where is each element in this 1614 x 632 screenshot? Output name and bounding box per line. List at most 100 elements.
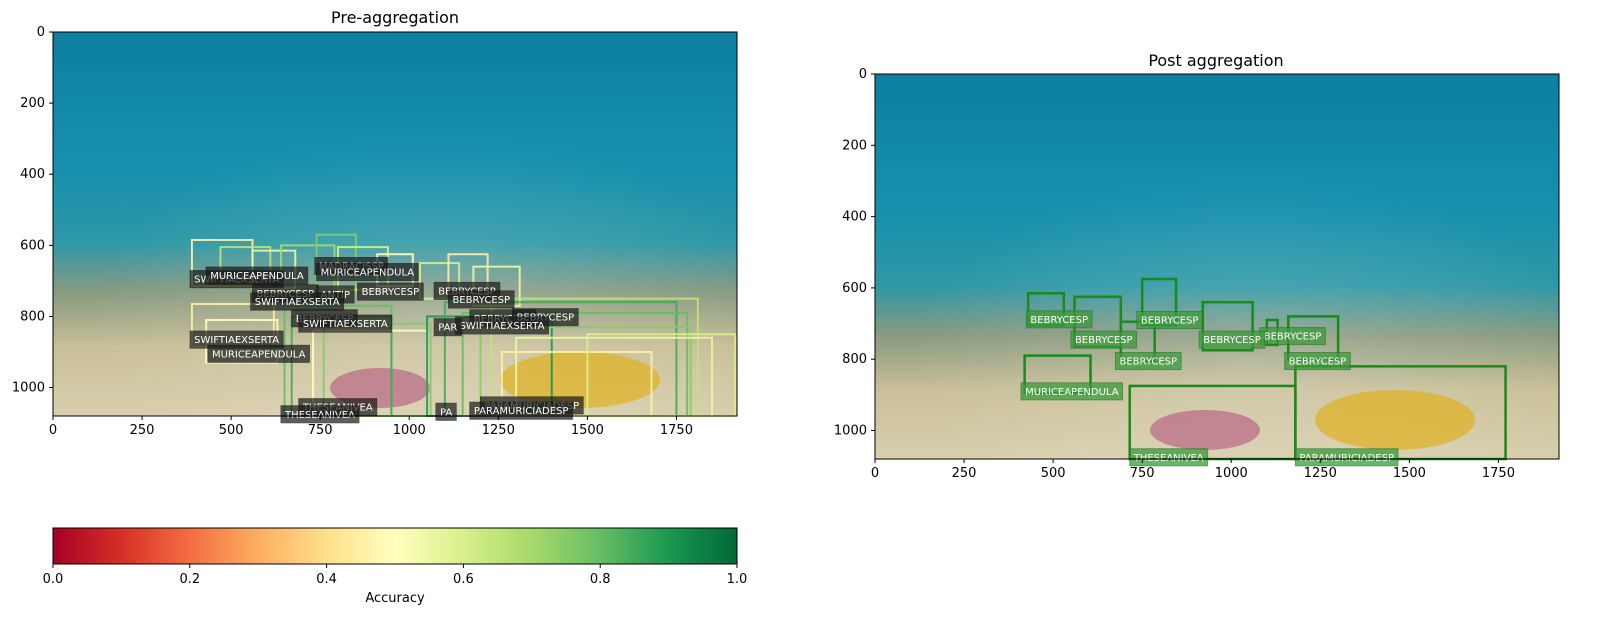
pre-aggregation-axes-frame (52, 31, 738, 417)
pre-aggregation-panel: Pre-aggregation SWIFTIAEXSERTA MURICEAPEN… (12, 8, 738, 438)
box-label: MURICEAPENDULA (207, 344, 310, 363)
post-aggregation-x-ticks: 0 250 500 750 1000 1250 1500 1750 (871, 459, 1515, 481)
x-tick-label: 750 (1130, 466, 1155, 481)
box-label-text: THESEANIVEA (1133, 453, 1204, 464)
x-tick-label: 250 (130, 423, 155, 438)
box-label: BEBRYCESP (1259, 327, 1326, 346)
colorbar-tick-label: 0.4 (316, 572, 337, 587)
y-tick-label: 400 (842, 210, 867, 225)
box-label-background (1136, 311, 1203, 330)
box-label: BEBRYCESP (1025, 310, 1093, 329)
x-tick-label: 1500 (571, 423, 604, 438)
box-label-text: PA (440, 407, 452, 418)
colorbar-tick-label: 0.8 (590, 572, 611, 587)
post-aggregation-panel: Post aggregation BEBRYCESP BEBRYCESPBEBRY… (834, 51, 1560, 481)
box-label: MURICEAPENDULA (316, 263, 419, 282)
box-label-text: MURICEAPENDULA (212, 349, 306, 360)
box-label: MURICEAPENDULA (205, 266, 309, 285)
y-tick: 200 (842, 138, 875, 153)
box-label-text: BEBRYCESP (1030, 315, 1088, 326)
x-tick-label: 1000 (393, 423, 426, 438)
colorbar-tick-label: 0.6 (453, 572, 474, 587)
box-label: PA (435, 402, 457, 421)
box-label-text: SWIFTIAEXSERTA (303, 319, 388, 330)
box-label-text: BEBRYCESP (1203, 335, 1261, 346)
x-tick: 1250 (1304, 459, 1337, 481)
y-tick: 0 (859, 67, 875, 82)
x-tick-label: 250 (952, 466, 977, 481)
y-tick: 800 (20, 309, 53, 324)
y-tick-label: 600 (20, 238, 45, 253)
colorbar-tick-label: 1.0 (727, 572, 748, 587)
x-tick-label: 750 (308, 423, 333, 438)
y-tick-label: 0 (859, 67, 867, 82)
x-tick: 750 (1130, 459, 1155, 481)
y-tick-label: 1000 (12, 381, 45, 396)
colorbar-tick: 0.2 (179, 564, 200, 587)
post-aggregation-title: Post aggregation (1148, 51, 1283, 70)
pre-aggregation-labels: SWIFTIAEXSERTAMURICEAPENDULAMADRACISSPMU… (189, 257, 584, 424)
post-aggregation-axes-frame (874, 73, 1560, 460)
box-label: BEBRYCESP (1114, 352, 1182, 371)
box-label-text: BEBRYCESP (452, 295, 510, 306)
y-tick-label: 600 (842, 281, 867, 296)
x-tick: 1250 (482, 416, 515, 438)
box-label-text: BEBRYCESP (1264, 332, 1322, 343)
y-tick-label: 400 (20, 167, 45, 182)
box-label-text: SWIFTIAEXSERTA (255, 297, 340, 308)
pre-aggregation-x-ticks: 0 250 500 750 1000 1250 1500 1750 (49, 416, 693, 438)
box-label-background (1198, 330, 1266, 349)
x-tick-label: 500 (1041, 466, 1066, 481)
pre-aggregation-y-ticks: 0 200 400 600 800 1000 (12, 25, 53, 396)
box-label-background (298, 314, 393, 333)
box-label: THESEANIVEA (280, 405, 360, 424)
x-tick: 1500 (1393, 459, 1426, 481)
colorbar-frame (52, 527, 738, 565)
y-tick-label: 200 (20, 96, 45, 111)
colorbar-gradient (53, 528, 737, 564)
box-label-text: PARAMURICIADESP (474, 406, 569, 417)
x-tick-label: 1750 (660, 423, 693, 438)
y-tick-label: 800 (842, 352, 867, 367)
box-label: SWIFTIAEXSERTA (455, 316, 549, 335)
box-label: BEBRYCESP (357, 282, 424, 301)
colorbar-tick-label: 0.0 (43, 572, 64, 587)
box-label-background (357, 282, 424, 301)
box-label-background (1129, 448, 1209, 467)
box-label-background (207, 344, 310, 363)
x-tick: 1750 (1482, 459, 1515, 481)
x-tick: 250 (130, 416, 155, 438)
post-aggregation-y-ticks: 0 200 400 600 800 1000 (834, 67, 875, 438)
box-label-background (1025, 310, 1093, 329)
box-label: BEBRYCESP (1284, 352, 1351, 371)
colorbar-tick-label: 0.2 (179, 572, 200, 587)
x-tick: 1500 (571, 416, 604, 438)
x-tick-label: 0 (49, 423, 57, 438)
y-tick: 200 (20, 96, 53, 111)
x-tick-label: 1750 (1482, 466, 1515, 481)
box-label: PAR (433, 318, 462, 337)
x-tick-label: 1000 (1215, 466, 1248, 481)
box-label: MURICEAPENDULA (1020, 382, 1124, 401)
post-aggregation-image (875, 74, 1559, 459)
box-label-background (205, 266, 309, 285)
y-tick: 400 (842, 210, 875, 225)
pre-aggregation-title: Pre-aggregation (331, 8, 459, 27)
x-tick: 500 (1041, 459, 1066, 481)
box-label: PARAMURICIADESP (469, 401, 573, 420)
box-label: BEBRYCESP (1070, 330, 1138, 349)
colorbar-tick: 0.4 (316, 564, 337, 587)
box-label: BEBRYCESP (447, 290, 515, 309)
box-label-text: PAR (438, 323, 457, 334)
box-label-text: THESEANIVEA (284, 410, 355, 421)
x-tick-label: 1500 (1393, 466, 1426, 481)
y-tick: 1000 (12, 381, 53, 396)
box-label-text: MURICEAPENDULA (210, 271, 304, 282)
y-tick: 600 (842, 281, 875, 296)
box-label-background (1114, 352, 1182, 371)
x-tick-label: 0 (871, 466, 879, 481)
box-label-text: PARAMURICIADESP (1299, 453, 1394, 464)
box-label: BEBRYCESP (1198, 330, 1266, 349)
x-tick: 500 (219, 416, 244, 438)
